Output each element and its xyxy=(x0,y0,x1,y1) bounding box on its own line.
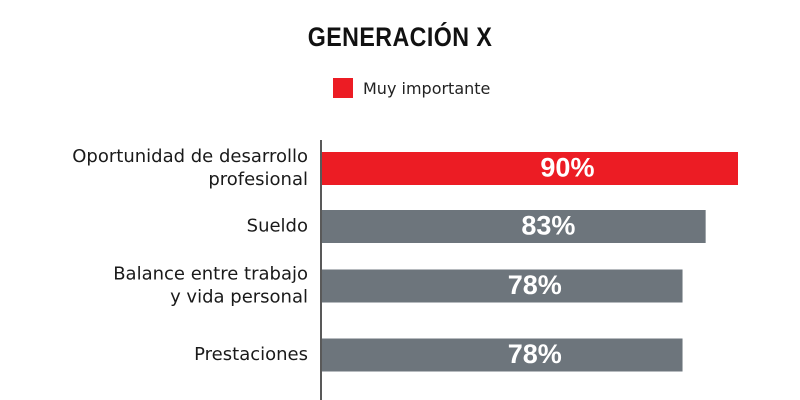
value-label-1: 83% xyxy=(521,211,575,241)
category-label-0-line-1: profesional xyxy=(208,169,308,190)
chart-title: GENERACIÓN X xyxy=(307,22,493,52)
legend: Muy importante xyxy=(333,78,490,98)
category-label-2-line-0: Balance entre trabajo xyxy=(113,264,308,285)
category-label-2-line-1: y vida personal xyxy=(170,287,308,308)
category-label-0-line-0: Oportunidad de desarrollo xyxy=(72,146,308,167)
bar-0 xyxy=(322,152,738,185)
legend-swatch xyxy=(333,78,353,98)
value-label-3: 78% xyxy=(508,339,562,369)
category-label-3-line-0: Prestaciones xyxy=(194,344,308,365)
bar-1 xyxy=(322,210,706,243)
bar-3 xyxy=(322,338,683,372)
value-label-0: 90% xyxy=(540,153,594,183)
category-label-1-line-0: Sueldo xyxy=(247,216,308,237)
bar-2 xyxy=(322,269,683,303)
value-label-2: 78% xyxy=(508,270,562,300)
legend-label: Muy importante xyxy=(363,78,491,98)
